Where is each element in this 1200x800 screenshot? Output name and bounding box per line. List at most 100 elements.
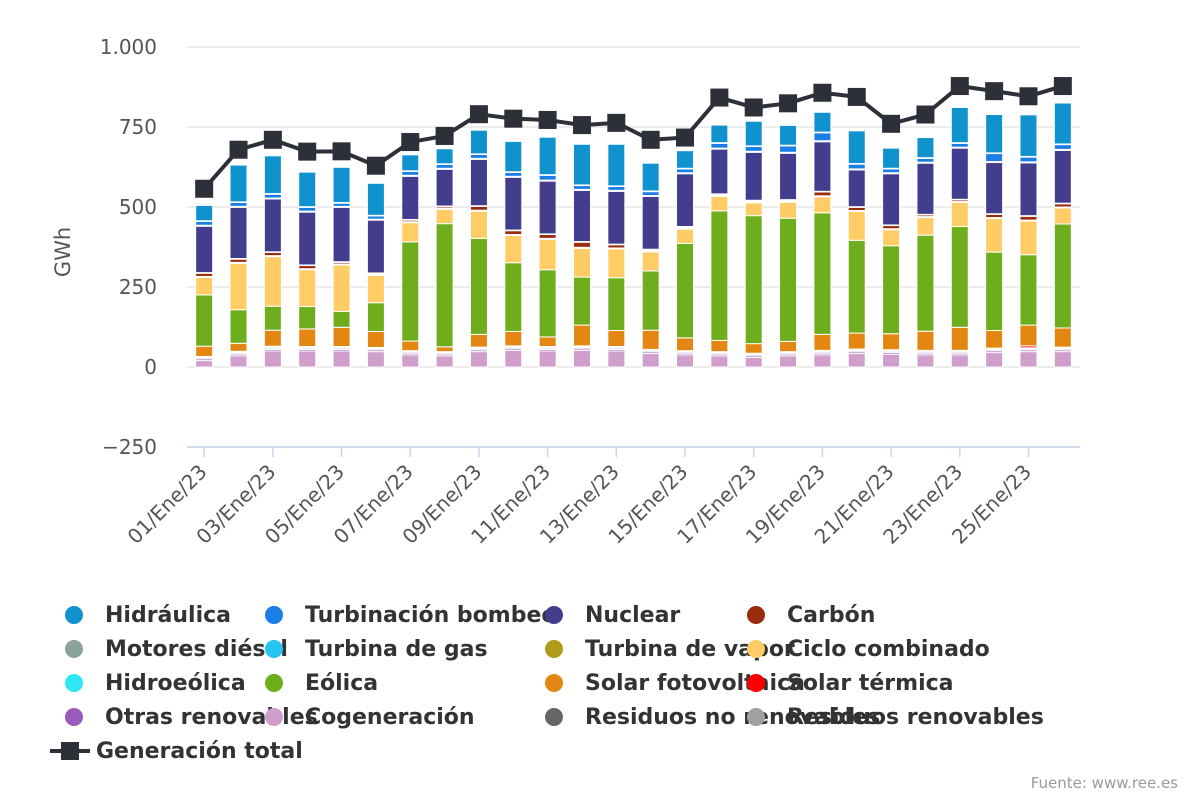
bar-stack: [263, 155, 282, 368]
total-point: [1019, 87, 1038, 106]
bar-segment: [847, 332, 866, 350]
legend-item[interactable]: Solar fotovoltaica: [540, 666, 805, 700]
total-point: [1053, 77, 1072, 96]
legend-item[interactable]: Hidroeólica: [60, 666, 246, 700]
bar-segment: [641, 191, 660, 196]
bar-segment: [607, 277, 626, 332]
bar-segment: [916, 157, 935, 163]
legend-color-swatch: [265, 640, 283, 658]
bar-segment: [710, 339, 729, 353]
total-point: [298, 142, 317, 161]
legend-item[interactable]: Generación total: [50, 734, 303, 768]
bar-segment: [847, 210, 866, 241]
bar-segment: [263, 193, 282, 199]
bar-segment: [1053, 351, 1072, 368]
bar-segment: [504, 349, 523, 368]
legend-label: Residuos no renovables: [585, 704, 881, 730]
bar-segment: [916, 162, 935, 215]
legend-item[interactable]: Turbina de gas: [260, 632, 488, 666]
bar-segment: [572, 143, 591, 186]
bar-segment: [985, 218, 1004, 253]
legend-item[interactable]: Carbón: [742, 598, 875, 632]
bar-segment: [435, 208, 454, 225]
bar-segment: [366, 219, 385, 274]
legend-color-swatch: [747, 708, 765, 726]
bar-segment: [435, 223, 454, 348]
legend-color-swatch: [265, 674, 283, 692]
bar-segment: [195, 204, 214, 222]
bar-segment: [641, 162, 660, 192]
bar-segment: [504, 171, 523, 177]
legend-item[interactable]: Ciclo combinado: [742, 632, 990, 666]
bar-segment: [435, 168, 454, 207]
bar-segment: [469, 351, 488, 368]
bar-segment: [435, 355, 454, 368]
legend-row: Otras renovables Cogeneración Residuos no …: [60, 700, 1044, 734]
bar-segment: [607, 186, 626, 191]
bar-segment: [779, 124, 798, 146]
bar-segment: [1053, 207, 1072, 225]
credits[interactable]: Fuente: www.ree.es: [1030, 774, 1178, 792]
legend-label: Hidroeólica: [105, 670, 246, 696]
legend-label: Nuclear: [585, 602, 681, 628]
legend-label: Generación total: [96, 738, 303, 764]
bar-stack: [985, 114, 1004, 368]
legend-item[interactable]: Cogeneración: [260, 700, 475, 734]
y-axis-title: GWh: [51, 227, 75, 277]
legend-item[interactable]: Nuclear: [540, 598, 680, 632]
total-point: [195, 179, 214, 198]
bar-segment: [985, 153, 1004, 163]
total-point: [538, 110, 557, 129]
bar-segment: [950, 142, 969, 148]
legend-item[interactable]: Residuos no renovables: [540, 700, 880, 734]
bar-segment: [950, 354, 969, 368]
total-point: [401, 133, 420, 152]
total-point: [263, 130, 282, 149]
total-point: [435, 126, 454, 145]
bar-segment: [1019, 351, 1038, 368]
bar-segment: [401, 175, 420, 220]
bar-segment: [882, 333, 901, 351]
bar-segment: [469, 129, 488, 155]
bar-segment: [263, 155, 282, 195]
legend-color-swatch: [545, 606, 563, 624]
bar-segment: [744, 343, 763, 354]
legend: Hidráulica Turbinación bombeo Nuclear Carbó…: [50, 598, 1044, 768]
bar-segment: [744, 120, 763, 147]
bar-segment: [916, 234, 935, 332]
bar-segment: [195, 294, 214, 347]
legend-item[interactable]: Motores diésel: [60, 632, 288, 666]
legend-color-swatch: [265, 606, 283, 624]
bar-segment: [572, 185, 591, 190]
legend-item[interactable]: Solar térmica: [742, 666, 954, 700]
total-point: [882, 114, 901, 133]
bar-stack: [847, 130, 866, 368]
total-point: [916, 105, 935, 124]
bar-segment: [332, 326, 351, 348]
bar-segment: [950, 106, 969, 144]
total-point: [744, 98, 763, 117]
legend-item[interactable]: Residuos renovables: [742, 700, 1044, 734]
bar-stack: [538, 136, 557, 368]
total-point: [366, 156, 385, 175]
bar-segment: [882, 173, 901, 226]
bar-segment: [263, 350, 282, 368]
bar-segment: [504, 140, 523, 173]
bar-segment: [710, 148, 729, 195]
y-tick-label: 250: [119, 275, 157, 299]
legend-item[interactable]: Turbinación bombeo: [260, 598, 557, 632]
bar-segment: [710, 142, 729, 149]
total-point: [813, 83, 832, 102]
bar-segment: [882, 245, 901, 335]
legend-item[interactable]: Eólica: [260, 666, 378, 700]
y-tick-label: 750: [119, 115, 157, 139]
total-point: [779, 94, 798, 113]
bar-segment: [813, 196, 832, 214]
bar-segment: [229, 262, 248, 311]
bar-segment: [298, 206, 317, 212]
legend-item[interactable]: Hidráulica: [60, 598, 231, 632]
bar-segment: [401, 154, 420, 172]
grid-lines: [187, 46, 1080, 448]
bar-segment: [1019, 215, 1038, 221]
bar-segment: [744, 356, 763, 368]
